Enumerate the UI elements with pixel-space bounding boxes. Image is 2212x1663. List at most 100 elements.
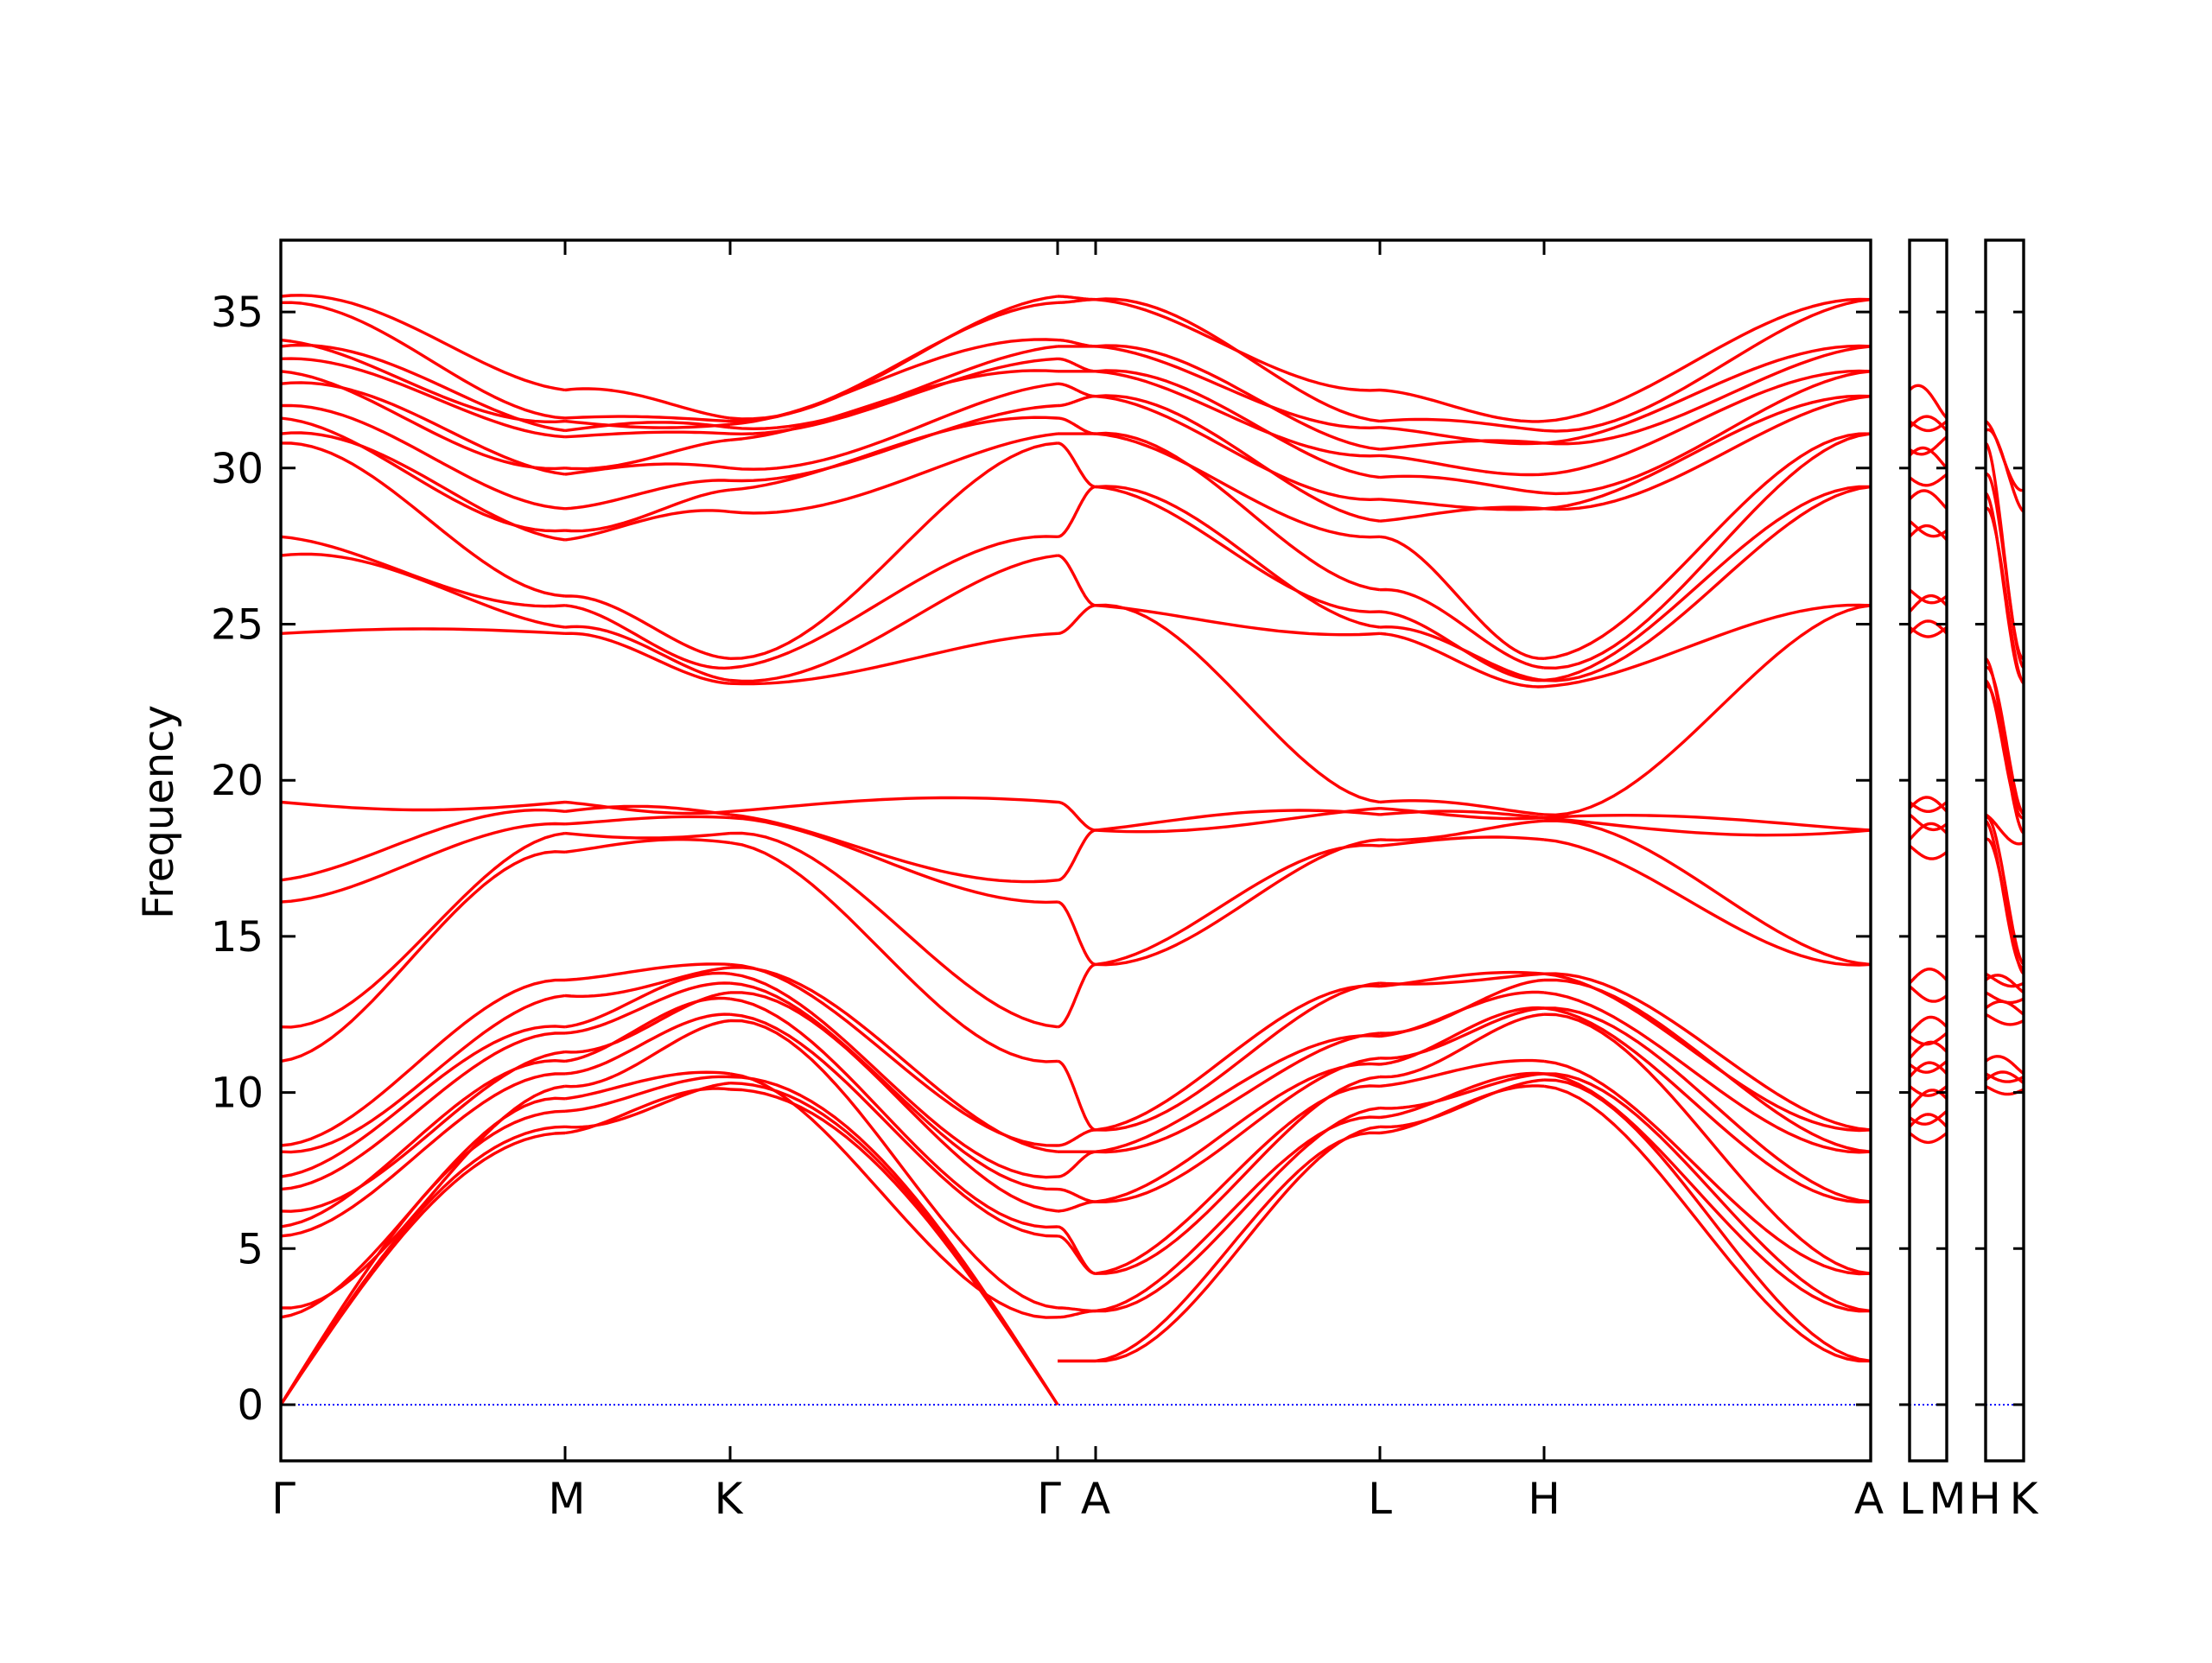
band-a-l (1095, 604, 1381, 637)
band-gamma-a (1057, 554, 1096, 607)
band-l-h (1379, 972, 1545, 986)
band-l-m (1908, 985, 1948, 1003)
band-l-h (1379, 1012, 1545, 1079)
band-k-gamma (729, 403, 1058, 483)
band-k-gamma (729, 1012, 1058, 1238)
y-tick-label: 25 (211, 600, 264, 649)
band-k-gamma (729, 295, 1058, 421)
main-frame (279, 238, 1872, 1463)
band-l-h (1379, 1071, 1545, 1120)
band-h-a (1543, 394, 1872, 511)
band-m-k (564, 1070, 731, 1101)
band-h-k (1984, 441, 2024, 660)
band-gamma-m (280, 338, 566, 423)
band-gamma-m (280, 301, 566, 420)
band-k-gamma (729, 981, 1058, 1191)
band-m-k (564, 962, 731, 982)
band-m-k (564, 1082, 731, 1129)
band-gamma-a (1057, 295, 1096, 301)
band-m-k (564, 415, 731, 423)
band-h-a (1543, 1006, 1872, 1204)
band-h-a (1543, 297, 1872, 423)
band-gamma-m (280, 357, 566, 439)
lm-frame (1908, 238, 1948, 1463)
band-l-h (1379, 1006, 1545, 1060)
band-h-a (1543, 298, 1872, 433)
band-gamma-a (1057, 338, 1096, 348)
band-a-l (1096, 1106, 1381, 1313)
band-k-gamma (729, 1019, 1058, 1310)
band-gamma-m (280, 403, 566, 511)
band-h-a (1543, 432, 1872, 670)
band-k-gamma (729, 796, 1058, 813)
band-k-gamma (729, 972, 1058, 1179)
band-h-a (1543, 604, 1872, 816)
band-gamma-a (1057, 441, 1096, 489)
band-a-l (1095, 1057, 1381, 1203)
band-h-a (1543, 1059, 1872, 1276)
band-gamma-m (280, 627, 566, 635)
band-m-k (564, 971, 731, 1029)
band-a-l (1095, 1034, 1381, 1153)
band-l-m (1908, 489, 1948, 510)
band-k-gamma (729, 831, 1058, 1029)
band-l-h (1379, 417, 1545, 433)
band-h-k (1985, 1012, 2024, 1026)
x-tick-label: A (1854, 1474, 1884, 1524)
band-gamma-m (279, 1109, 566, 1406)
band-k-gamma (729, 841, 1058, 1063)
band-l-h (1379, 474, 1545, 495)
x-tick-label: H (1528, 1474, 1560, 1524)
band-l-m (1908, 415, 1948, 432)
band-l-m (1908, 968, 1948, 985)
band-l-m (1908, 813, 1948, 832)
band-h-a (1543, 838, 1872, 967)
band-a-l (1095, 838, 1381, 967)
band-a-l (1095, 298, 1381, 392)
band-h-a (1543, 370, 1872, 496)
band-gamma-a (1057, 900, 1096, 967)
x-tick-label: H (1968, 1474, 2001, 1524)
band-l-m (1908, 519, 1948, 538)
band-h-a (1543, 972, 1872, 1132)
band-k-gamma (729, 997, 1058, 1229)
band-m-k (564, 625, 731, 682)
band-l-m (1908, 619, 1948, 635)
band-l-h (1379, 978, 1545, 1035)
band-a-l (1095, 345, 1381, 429)
band-gamma-m (280, 822, 566, 904)
y-tick-label: 0 (237, 1381, 264, 1430)
band-gamma-a (1057, 1235, 1096, 1275)
band-l-h (1379, 807, 1545, 821)
band-a-l (1095, 603, 1381, 804)
band-h-k (1985, 1072, 2024, 1083)
band-m-k (564, 1019, 731, 1089)
band-k-gamma (729, 632, 1058, 686)
band-h-a (1543, 1078, 1872, 1363)
band-h-k (1985, 813, 2024, 846)
band-m-k (564, 387, 731, 420)
x-tick-label: K (715, 1474, 744, 1524)
band-gamma-m (280, 1084, 566, 1310)
band-gamma-m (280, 535, 566, 608)
band-gamma-m (280, 370, 566, 471)
band-m-k (564, 604, 731, 670)
band-m-k (564, 804, 731, 816)
band-a-l (1095, 1075, 1381, 1275)
band-h-a (1543, 345, 1872, 446)
band-m-k (564, 430, 731, 439)
band-l-h (1379, 819, 1545, 842)
band-l-m (1908, 1031, 1948, 1046)
band-h-a (1543, 395, 1872, 511)
band-h-k (1984, 657, 2024, 814)
band-gamma-a (1057, 1306, 1096, 1313)
band-h-k (1985, 420, 2024, 492)
y-tick-label: 20 (211, 757, 264, 805)
band-gamma-m (280, 1072, 566, 1238)
band-gamma-a (1057, 1200, 1096, 1213)
band-h-a (1543, 814, 1872, 832)
band-gamma-m (280, 294, 566, 392)
y-tick-label: 35 (211, 289, 264, 337)
